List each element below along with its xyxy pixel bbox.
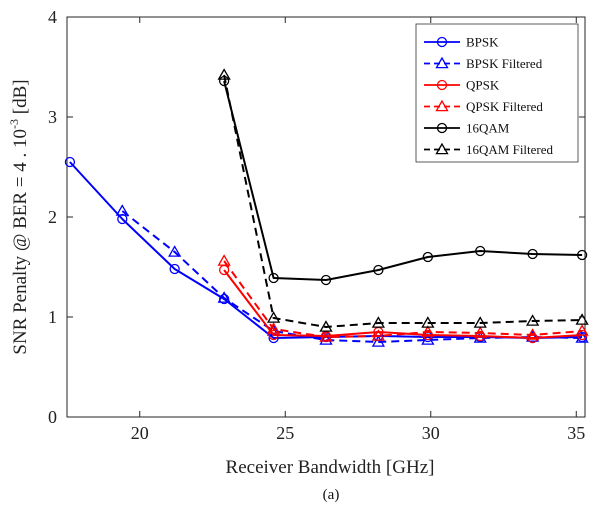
data-point-qpsk-filtered	[266, 322, 281, 334]
x-tick-label: 35	[567, 423, 585, 443]
data-point-bpsk	[218, 293, 230, 305]
data-point-16qam-filtered	[421, 316, 435, 328]
legend-marker-qpsk	[436, 79, 448, 91]
legend-label-16qam-filtered: 16QAM Filtered	[466, 142, 554, 157]
legend: BPSK BPSK Filtered QPSK QPSK Filtered 16QAM 1…	[415, 23, 579, 163]
y-tick-label: 0	[48, 407, 57, 427]
data-point-16qam	[320, 274, 332, 286]
legend-label-bpsk-filtered: BPSK Filtered	[466, 56, 543, 71]
y-tick-label: 4	[48, 7, 57, 27]
x-tick-label: 25	[276, 423, 294, 443]
y-axis-title: SNR Penalty @ BER = 4 . 10-3 [dB]	[7, 79, 31, 354]
data-point-16qam	[576, 249, 588, 261]
data-point-16qam	[475, 245, 486, 257]
legend-label-16qam: 16QAM	[466, 121, 510, 136]
x-tick-label: 20	[131, 423, 149, 443]
series-16qam	[218, 75, 588, 286]
data-point-qpsk-filtered	[319, 330, 333, 342]
data-point-bpsk-filtered	[168, 245, 182, 257]
legend-marker-16qam	[436, 122, 448, 134]
data-point-qpsk-filtered	[371, 329, 386, 341]
data-point-16qam-filtered	[371, 316, 386, 328]
data-point-16qam-filtered	[473, 316, 487, 328]
legend-label-bpsk: BPSK	[466, 35, 499, 50]
legend-marker-bpsk-filtered	[435, 56, 449, 69]
y-tick-label: 1	[48, 307, 57, 327]
y-tick-label: 2	[48, 207, 57, 227]
data-point-bpsk-filtered	[575, 331, 589, 343]
data-point-16qam-filtered	[319, 320, 333, 332]
y-axis-title-main: SNR Penalty @ BER = 4 . 10	[10, 129, 31, 355]
series-16qam-filtered	[217, 68, 589, 332]
x-tick-label: 30	[422, 423, 440, 443]
data-point-16qam	[527, 248, 538, 260]
data-point-16qam-filtered	[266, 311, 281, 323]
data-point-qpsk-filtered	[217, 254, 231, 266]
data-point-16qam-filtered	[525, 314, 540, 326]
y-axis-title-superscript: -3	[7, 119, 21, 129]
series-qpsk-filtered	[217, 254, 589, 342]
data-point-qpsk-filtered	[473, 326, 487, 338]
data-point-16qam	[373, 264, 384, 276]
y-tick-label: 3	[48, 107, 57, 127]
figure-caption: (a)	[323, 487, 340, 503]
data-point-qpsk-filtered	[421, 325, 435, 337]
data-point-16qam	[268, 272, 279, 284]
legend-marker-qpsk-filtered	[435, 99, 449, 112]
series-line-qpsk-filtered	[223, 260, 583, 338]
series-line-16qam-filtered	[223, 74, 583, 328]
legend-label-qpsk-filtered: QPSK Filtered	[466, 99, 543, 114]
data-point-bpsk	[169, 263, 180, 275]
y-axis-title-unit: [dB]	[10, 79, 31, 119]
legend-label-qpsk: QPSK	[466, 78, 500, 93]
series-line-16qam	[223, 80, 583, 281]
series-layer	[64, 68, 589, 347]
data-point-bpsk-filtered	[115, 204, 129, 216]
data-point-bpsk-filtered	[525, 330, 540, 342]
data-point-bpsk	[64, 156, 76, 168]
data-point-16qam-filtered	[575, 313, 589, 325]
data-point-qpsk-filtered	[525, 328, 540, 340]
data-point-bpsk-filtered	[371, 335, 386, 347]
data-point-qpsk-filtered	[575, 324, 589, 336]
x-axis-title: Receiver Bandwidth [GHz]	[226, 457, 435, 478]
legend-marker-bpsk	[436, 36, 448, 48]
data-point-bpsk-filtered	[217, 291, 231, 303]
axis-ticks: 20 25 30 35 0 1 2 3 4	[48, 7, 585, 443]
data-point-qpsk	[268, 329, 279, 341]
data-point-16qam	[422, 251, 434, 263]
data-point-16qam-filtered	[217, 68, 231, 80]
legend-marker-16qam-filtered	[435, 142, 449, 155]
